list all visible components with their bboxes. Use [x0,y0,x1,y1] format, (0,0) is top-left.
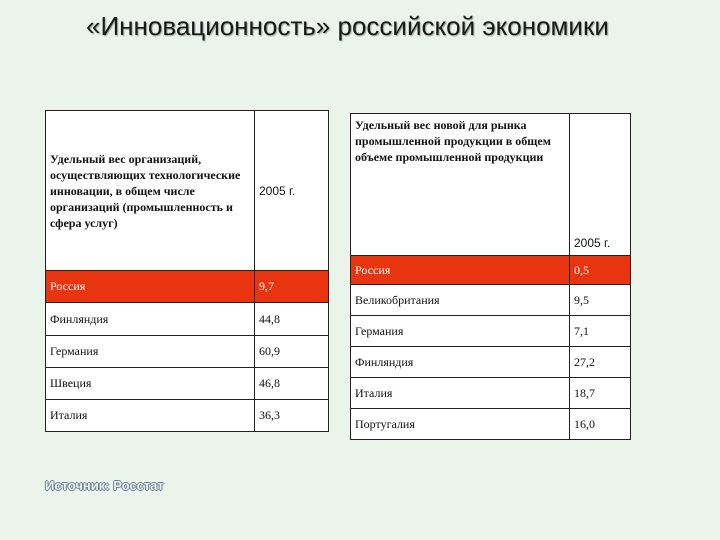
row-country: Россия [350,255,570,285]
row-value: 9,7 [254,270,329,303]
right-table-header-row: Удельный вес новой для рынка промышленно… [350,113,631,256]
row-value: 18,7 [569,377,631,409]
table-row: Германия 7,1 [350,315,631,347]
row-country: Германия [45,335,255,368]
table-row: Италия 36,3 [45,399,329,432]
row-country: Финляндия [45,302,255,336]
table-row: Финляндия 44,8 [45,302,329,336]
table-row: Германия 60,9 [45,335,329,368]
row-value: 60,9 [254,335,329,368]
source-caption: Источник: Росстат [45,478,164,493]
table-row: Великобритания 9,5 [350,284,631,316]
left-table-header-row: Удельный вес организаций, осуществляющих… [45,110,329,271]
right-table-header-label: Удельный вес новой для рынка промышленно… [350,113,570,256]
table-row: Швеция 46,8 [45,367,329,400]
left-table: Удельный вес организаций, осуществляющих… [45,110,329,432]
row-country: Финляндия [350,346,570,378]
row-country: Португалия [350,408,570,440]
slide-title: «Инновационность» российской экономики [86,11,609,41]
right-table-header-year: 2005 г. [569,113,631,256]
table-row: Португалия 16,0 [350,408,631,440]
left-table-header-label: Удельный вес организаций, осуществляющих… [45,110,255,271]
row-value: 16,0 [569,408,631,440]
row-country: Италия [45,399,255,432]
table-row: Россия 9,7 [45,270,329,303]
row-value: 27,2 [569,346,631,378]
row-country: Россия [45,270,255,303]
table-row: Финляндия 27,2 [350,346,631,378]
row-value: 0,5 [569,255,631,285]
row-value: 7,1 [569,315,631,347]
row-country: Италия [350,377,570,409]
table-row: Россия 0,5 [350,255,631,285]
row-country: Великобритания [350,284,570,316]
row-country: Швеция [45,367,255,400]
row-value: 9,5 [569,284,631,316]
table-row: Италия 18,7 [350,377,631,409]
right-table: Удельный вес новой для рынка промышленно… [350,113,631,440]
row-country: Германия [350,315,570,347]
row-value: 44,8 [254,302,329,336]
left-table-header-year: 2005 г. [254,110,329,271]
row-value: 46,8 [254,367,329,400]
row-value: 36,3 [254,399,329,432]
